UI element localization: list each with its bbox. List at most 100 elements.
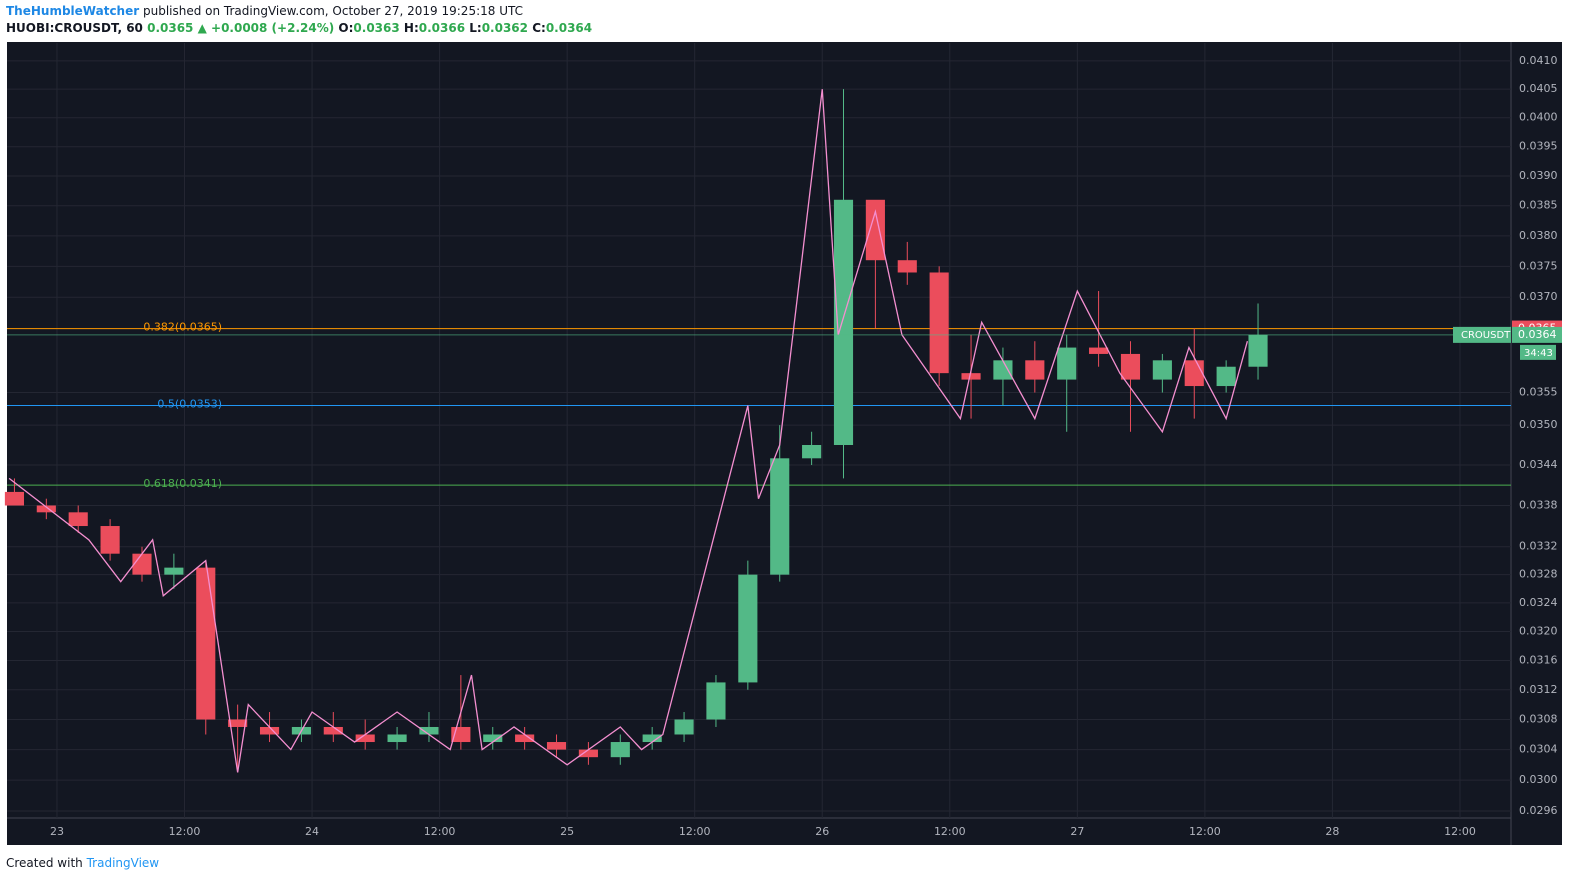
candle-body: [483, 734, 503, 743]
current-price-label: 0.0364: [1518, 328, 1557, 341]
y-tick-label: 0.0300: [1519, 773, 1558, 786]
candle-body: [1057, 347, 1077, 380]
candle-body: [1216, 366, 1236, 387]
fib-label: 0.618(0.0341): [143, 477, 222, 490]
y-tick-label: 0.0350: [1519, 418, 1558, 431]
x-tick-label: 25: [560, 825, 574, 838]
y-tick-label: 0.0380: [1519, 229, 1558, 242]
x-tick-label: 12:00: [424, 825, 456, 838]
y-tick-label: 0.0370: [1519, 290, 1558, 303]
candle-body: [833, 199, 854, 446]
candle-body: [802, 445, 822, 459]
x-tick-label: 28: [1325, 825, 1339, 838]
o: 0.0363: [353, 21, 400, 35]
candle-body: [228, 719, 248, 727]
y-tick-label: 0.0355: [1519, 386, 1558, 399]
candle-body: [738, 574, 758, 683]
candle-body: [1089, 347, 1109, 354]
candle-body: [419, 726, 439, 735]
candle-body: [355, 734, 375, 743]
candle-body: [68, 512, 88, 527]
y-tick-label: 0.0308: [1519, 712, 1558, 725]
y-tick-label: 0.0320: [1519, 624, 1558, 637]
footer: Created with TradingView: [6, 856, 159, 870]
c: 0.0364: [545, 21, 593, 35]
candle-body: [196, 567, 216, 720]
x-tick-label: 24: [305, 825, 319, 838]
candle-body: [100, 526, 120, 554]
created: Created with: [6, 856, 83, 870]
y-tick-label: 0.0400: [1519, 111, 1558, 124]
candle-body: [4, 491, 25, 506]
fib-label: 0.5(0.0353): [157, 398, 222, 411]
o-label: O:: [338, 21, 354, 35]
c-label: C:: [532, 21, 546, 35]
candle-body: [36, 505, 56, 513]
candle-body: [1025, 360, 1045, 380]
x-tick-label: 12:00: [934, 825, 966, 838]
symbol-box: [1453, 326, 1511, 343]
y-tick-label: 0.0385: [1519, 199, 1558, 212]
y-tick-label: 0.0344: [1519, 458, 1558, 471]
candle-body: [897, 260, 917, 273]
candle-body: [132, 553, 152, 575]
y-tick-label: 0.0324: [1519, 596, 1558, 609]
x-tick-label: 12:00: [169, 825, 201, 838]
candle-body: [1152, 360, 1172, 380]
y-tick-label: 0.0316: [1519, 653, 1558, 666]
h: 0.0366: [418, 21, 466, 35]
y-tick-label: 0.0332: [1519, 540, 1558, 553]
h-label: H:: [403, 21, 419, 35]
candle-body: [961, 373, 981, 380]
arrow: ▲: [197, 21, 207, 35]
candle-body: [642, 734, 662, 743]
candle-body: [1184, 360, 1204, 387]
candle-body: [706, 682, 726, 720]
candle-body: [1120, 353, 1141, 380]
candle-body: [387, 734, 407, 743]
chart: 0.0296 0.0300 0.0304 0.0308 0.0312 0.0316 0.03…: [4, 42, 1562, 845]
countdown-label: 34:43: [1524, 348, 1553, 359]
published: published on TradingView.com, October 27…: [142, 4, 523, 18]
x-tick-label: 27: [1070, 825, 1084, 838]
price: 0.0365: [147, 21, 194, 35]
x-tick-label: 23: [50, 825, 64, 838]
y-tick-label: 0.0390: [1519, 169, 1558, 182]
y-tick-label: 0.0338: [1519, 499, 1558, 512]
candle-body: [578, 749, 598, 758]
y-tick-label: 0.0328: [1519, 568, 1558, 581]
candle-body: [323, 726, 343, 735]
x-tick-label: 26: [815, 825, 829, 838]
header-line-2: HUOBI:CROUSDT, 60 0.0365 ▲ +0.0008 (+2.2…: [6, 21, 592, 35]
candle-body: [929, 272, 949, 374]
y-tick-label: 0.0375: [1519, 259, 1558, 272]
y-tick-label: 0.0395: [1519, 140, 1558, 153]
candle-body: [865, 199, 885, 261]
y-tick-label: 0.0296: [1519, 804, 1558, 817]
candle-body: [259, 726, 280, 735]
candle-body: [164, 567, 184, 575]
l-label: L:: [469, 21, 482, 35]
candle-body: [674, 719, 694, 735]
candle-body: [770, 458, 790, 575]
y-tick-label: 0.0312: [1519, 683, 1558, 696]
y-tick-label: 0.0410: [1519, 54, 1558, 67]
candle-body: [515, 734, 535, 743]
x-tick-label: 12:00: [1189, 825, 1221, 838]
candle-body: [546, 742, 567, 750]
candle-body: [1248, 334, 1268, 367]
x-tick-label: 12:00: [1444, 825, 1476, 838]
current-price-box: [1512, 326, 1562, 343]
l: 0.0362: [481, 21, 529, 35]
y-tick-label: 0.0304: [1519, 743, 1558, 756]
fib-label: 0.382(0.0365): [143, 321, 222, 334]
brand[interactable]: TradingView: [86, 856, 160, 870]
countdown-box: [1520, 344, 1556, 360]
header-line-1: TheHumbleWatcher published on TradingVie…: [6, 4, 523, 18]
symbol-label: CROUSDT: [1461, 330, 1511, 341]
y-tick-label: 0.0405: [1519, 82, 1558, 95]
x-tick-label: 12:00: [679, 825, 711, 838]
change: +0.0008 (+2.24%): [211, 21, 335, 35]
author[interactable]: TheHumbleWatcher: [6, 4, 140, 18]
